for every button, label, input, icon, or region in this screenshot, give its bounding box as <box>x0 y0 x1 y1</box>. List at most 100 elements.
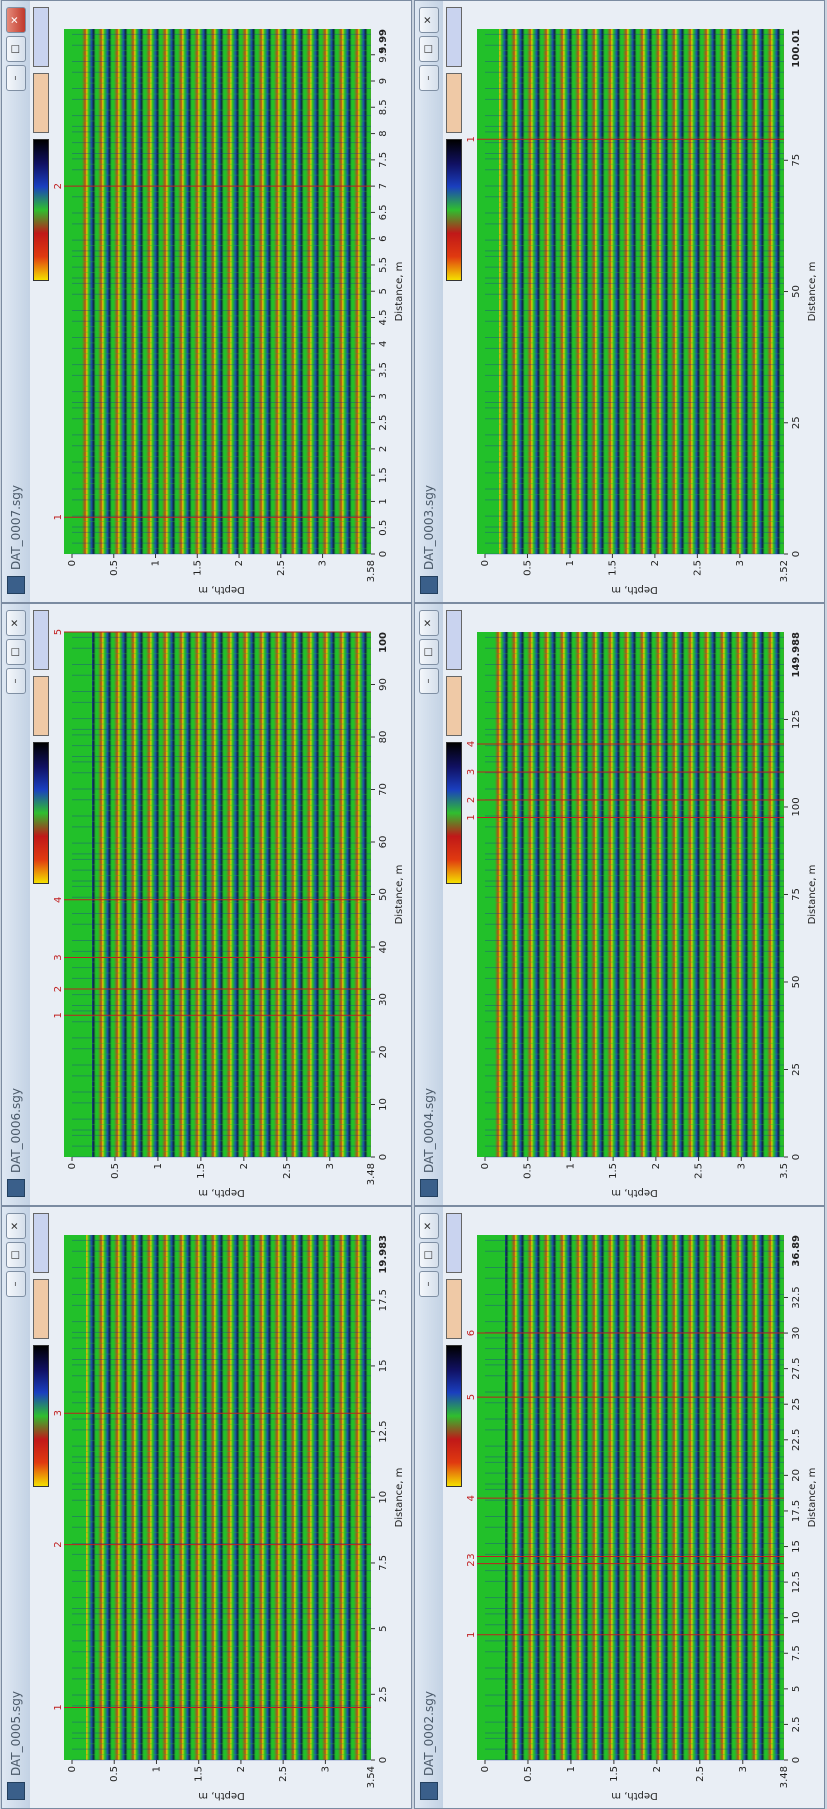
distance-tick-label: 80 <box>378 731 389 744</box>
color-scale <box>33 742 49 884</box>
marker-label: 2 <box>53 986 64 992</box>
filter-button[interactable] <box>33 610 49 670</box>
close-button[interactable]: ✕ <box>419 610 439 636</box>
depth-tick-label: 1.5 <box>607 560 618 576</box>
minimize-button[interactable]: – <box>6 65 26 91</box>
distance-tick-label: 7.5 <box>791 1645 802 1661</box>
color-scale <box>33 139 49 281</box>
maximize-button[interactable]: □ <box>419 639 439 665</box>
distance-tick-label: 7.5 <box>378 1555 389 1571</box>
depth-end-label: 3.54 <box>366 1766 377 1788</box>
depth-tick-label: 1.5 <box>194 1766 205 1782</box>
depth-tick-label: 1 <box>565 1163 576 1169</box>
toolbar <box>33 7 49 281</box>
marker-label: 5 <box>53 629 64 635</box>
minimize-button[interactable]: – <box>419 1271 439 1297</box>
maximize-button[interactable]: □ <box>419 1242 439 1268</box>
marker-label: 1 <box>53 514 64 520</box>
minimize-button[interactable]: – <box>6 668 26 694</box>
distance-tick-label: 30 <box>378 993 389 1006</box>
filter-button[interactable] <box>33 1213 49 1273</box>
gain-button[interactable] <box>446 73 462 133</box>
maximize-button[interactable]: □ <box>419 36 439 62</box>
gain-button[interactable] <box>33 73 49 133</box>
marker-label: 1 <box>466 814 477 820</box>
toolbar <box>33 610 49 884</box>
depth-tick-label: 1 <box>151 1766 162 1772</box>
depth-axis-label: Depth, m <box>198 584 245 595</box>
depth-tick-label: 0.5 <box>522 560 533 576</box>
filter-button[interactable] <box>446 610 462 670</box>
window-icon <box>420 1179 438 1197</box>
distance-tick-label: 2.5 <box>791 1716 802 1732</box>
gain-button[interactable] <box>446 676 462 736</box>
window-buttons: – □ ✕ <box>419 7 439 91</box>
window-buttons: – □ ✕ <box>6 7 26 91</box>
depth-end-label: 3.48 <box>779 1766 790 1788</box>
distance-tick-label: 90 <box>378 678 389 691</box>
distance-tick-label: 40 <box>378 941 389 954</box>
maximize-button[interactable]: □ <box>6 639 26 665</box>
depth-end-label: 3.58 <box>366 560 377 582</box>
marker-label: 2 <box>466 1560 477 1566</box>
minimize-button[interactable]: – <box>6 1271 26 1297</box>
distance-tick-label: 7.5 <box>378 152 389 168</box>
minimize-button[interactable]: – <box>419 668 439 694</box>
distance-tick-label: 20 <box>791 1469 802 1482</box>
radargram: 00.511.522.533.48Depth, m010203040506070… <box>50 604 411 1205</box>
depth-tick-label: 2 <box>650 560 661 566</box>
distance-tick-label: 75 <box>791 888 802 901</box>
depth-tick-label: 1 <box>565 560 576 566</box>
reflection-bands <box>86 1235 371 1760</box>
depth-tick-label: 2 <box>651 1163 662 1169</box>
distance-tick-label: 8 <box>378 130 389 136</box>
marker-label: 4 <box>466 741 477 747</box>
depth-axis-label: Depth, m <box>611 584 658 595</box>
depth-tick-label: 0.5 <box>109 560 120 576</box>
distance-tick-label: 1 <box>378 498 389 504</box>
color-scale <box>446 742 462 884</box>
close-button[interactable]: ✕ <box>6 7 26 33</box>
depth-tick-label: 3 <box>325 1163 336 1169</box>
depth-end-label: 3.52 <box>779 560 790 582</box>
depth-tick-label: 0.5 <box>109 1766 120 1782</box>
depth-end-label: 3.5 <box>779 1163 790 1179</box>
close-button[interactable]: ✕ <box>419 1213 439 1239</box>
color-scale <box>33 1345 49 1487</box>
gain-button[interactable] <box>446 1279 462 1339</box>
gain-button[interactable] <box>33 676 49 736</box>
minimize-button[interactable]: – <box>419 65 439 91</box>
distance-end-label: 36.89 <box>791 1235 802 1267</box>
filter-button[interactable] <box>33 7 49 67</box>
distance-tick-label: 27.5 <box>791 1358 802 1380</box>
depth-axis-label: Depth, m <box>198 1187 245 1198</box>
title-bar: DAT_0004.sgy–□✕ <box>415 604 443 1205</box>
depth-tick-label: 2 <box>652 1766 663 1772</box>
depth-tick-label: 3 <box>320 1766 331 1772</box>
reflection-bands <box>499 29 784 554</box>
maximize-button[interactable]: □ <box>6 36 26 62</box>
window-icon <box>420 576 438 594</box>
distance-axis-label: Distance, m <box>394 865 405 925</box>
distance-tick-label: 4 <box>378 341 389 347</box>
distance-end-label: 149.988 <box>791 632 802 678</box>
window-title: DAT_0005.sgy <box>9 1691 23 1776</box>
close-button[interactable]: ✕ <box>6 610 26 636</box>
maximize-button[interactable]: □ <box>6 1242 26 1268</box>
close-button[interactable]: ✕ <box>6 1213 26 1239</box>
distance-tick-label: 50 <box>378 888 389 901</box>
filter-button[interactable] <box>446 7 462 67</box>
close-button[interactable]: ✕ <box>419 7 439 33</box>
filter-button[interactable] <box>446 1213 462 1273</box>
gain-button[interactable] <box>33 1279 49 1339</box>
distance-axis-label: Distance, m <box>807 262 818 322</box>
depth-tick-label: 0.5 <box>523 1163 534 1179</box>
distance-tick-label: 25 <box>791 1398 802 1411</box>
